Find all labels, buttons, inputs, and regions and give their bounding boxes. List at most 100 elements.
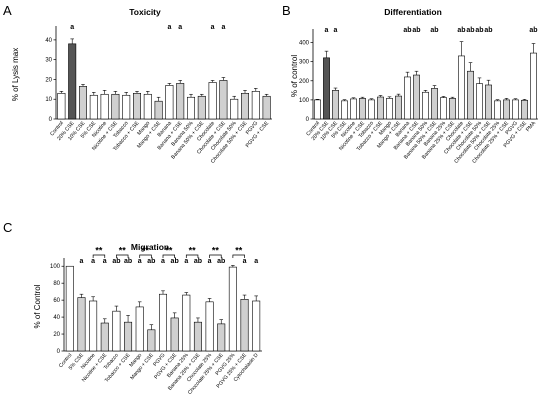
bar (476, 83, 483, 120)
significance-stars: ** (212, 246, 220, 256)
bar (262, 95, 271, 120)
bar (494, 100, 501, 120)
bar (368, 99, 375, 120)
y-tick-label: 20 (45, 77, 52, 83)
bar (154, 100, 163, 120)
panel-letter: C (3, 220, 12, 235)
significance-letter: a (254, 258, 258, 265)
bar (197, 95, 206, 120)
significance-letter: a (70, 24, 74, 31)
bar (68, 43, 77, 120)
significance-letter: a (138, 258, 142, 265)
bar (422, 91, 429, 120)
bar (208, 82, 217, 120)
significance-letter: ab (147, 258, 155, 265)
significance-letter: ab (484, 27, 492, 34)
significance-letter: a (243, 258, 247, 265)
bar (228, 266, 237, 352)
y-tick-label: 0 (306, 117, 310, 123)
y-tick-label: 100 (299, 98, 310, 104)
bar (241, 92, 250, 120)
bar (100, 93, 109, 120)
significance-bracket (116, 254, 129, 258)
significance-bracket (232, 254, 245, 258)
significance-letter: ab (529, 27, 537, 34)
bar (350, 98, 357, 120)
significance-stars: ** (235, 246, 243, 256)
y-tick-label: 100 (50, 264, 61, 270)
y-tick-label: 80 (53, 281, 60, 287)
significance-letter: a (178, 24, 182, 31)
panel-letter: A (3, 3, 12, 18)
significance-letter: ab (112, 258, 120, 265)
significance-letter: ab (466, 27, 474, 34)
bar (89, 94, 98, 120)
bar (147, 329, 156, 352)
bar (122, 94, 131, 120)
bar (100, 322, 109, 352)
bar (359, 98, 366, 120)
significance-letter: a (184, 258, 188, 265)
significance-letter: a (161, 258, 165, 265)
panel-a: A Toxicity% of Lysis max010203040Control2… (3, 3, 272, 165)
significance-letter: a (325, 27, 329, 34)
bar (449, 98, 456, 120)
bar (252, 300, 261, 352)
bar (485, 84, 492, 120)
significance-letter: ab (457, 27, 465, 34)
y-tick-label: 60 (53, 298, 60, 304)
bar (65, 265, 74, 352)
significance-bracket (92, 254, 106, 258)
bar (431, 88, 438, 120)
y-tick-label: 0 (49, 117, 53, 123)
significance-letter: a (167, 24, 171, 31)
significance-bracket (209, 254, 222, 258)
bar (413, 74, 420, 120)
bar (143, 93, 152, 120)
significance-letter: ab (475, 27, 483, 34)
y-tick-label: 10 (45, 97, 52, 103)
y-tick-label: 40 (53, 315, 60, 321)
panel-letter: B (282, 3, 291, 18)
significance-letter: a (91, 258, 95, 265)
bar (217, 323, 226, 352)
significance-stars: ** (142, 246, 150, 256)
y-tick-label: 0 (57, 349, 61, 355)
bar (230, 98, 239, 120)
significance-bracket (162, 254, 175, 258)
bar (89, 300, 98, 352)
bar (57, 92, 66, 120)
significance-letter: ab (171, 258, 179, 265)
y-tick-label: 400 (299, 41, 310, 47)
chart-title: Toxicity (129, 7, 161, 17)
significance-letter: ab (412, 27, 420, 34)
x-tick-label: PMA (525, 120, 537, 133)
significance-stars: ** (189, 246, 197, 256)
panel-b: B Differentiation % of control 0 100 200 300 40… (282, 3, 538, 165)
bar (521, 99, 528, 120)
bar (133, 92, 142, 120)
bar (240, 298, 249, 352)
significance-letter: ab (124, 258, 132, 265)
bar (314, 99, 321, 120)
bar (135, 306, 144, 352)
bar (530, 52, 537, 120)
bar (77, 297, 86, 352)
y-tick-label: 300 (299, 60, 310, 66)
bar (205, 301, 214, 352)
bar (165, 85, 174, 120)
bar (124, 321, 133, 352)
bar (440, 97, 447, 120)
y-tick-label: 40 (45, 38, 52, 44)
significance-letter: a (221, 24, 225, 31)
bar (512, 99, 519, 120)
chart-title: Differentiation (384, 7, 442, 17)
bar (377, 96, 384, 120)
y-tick-label: 20 (53, 332, 60, 338)
significance-stars: ** (165, 246, 173, 256)
significance-letter: a (103, 258, 107, 265)
y-axis-label: % of Control (33, 284, 42, 328)
y-axis-label: % of Lysis max (11, 48, 20, 102)
bar (111, 93, 120, 120)
